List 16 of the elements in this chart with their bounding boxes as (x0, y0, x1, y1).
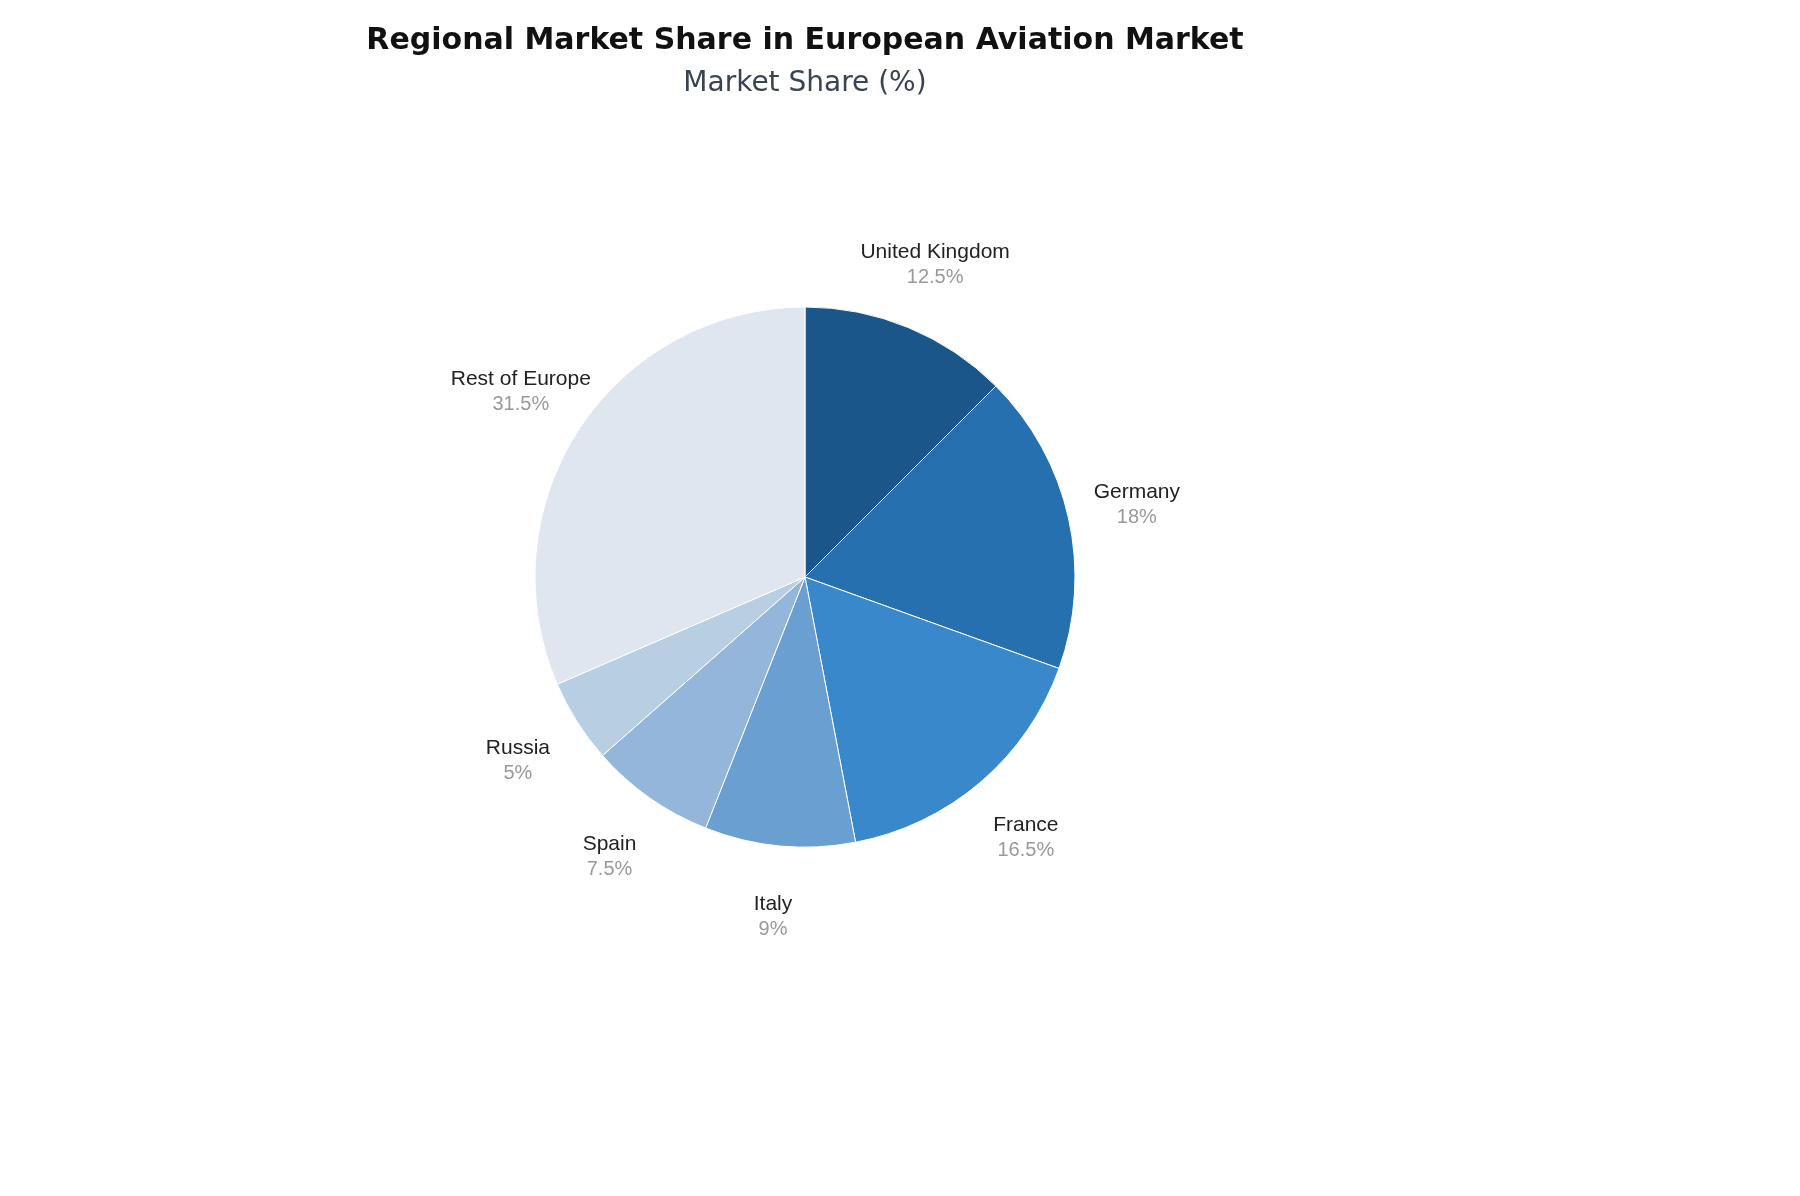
slice-label: Italy (753, 891, 793, 915)
chart-subtitle: Market Share (%) (683, 65, 927, 98)
chart-title: Regional Market Share in European Aviation Market (366, 21, 1244, 56)
slice-label: Germany (1093, 478, 1181, 502)
slice-label: France (993, 811, 1059, 835)
data-label: 16.5% (997, 837, 1055, 860)
slice-label: Spain (582, 831, 637, 855)
slice-label: United Kingdom (860, 238, 1010, 262)
data-label: 18% (1116, 504, 1158, 527)
data-label: 12.5% (906, 264, 964, 287)
slice-label: Rest of Europe (450, 366, 591, 390)
data-label: 31.5% (492, 392, 550, 415)
slice-label: Russia (485, 735, 551, 759)
data-label: 9% (758, 917, 788, 940)
data-label: 7.5% (586, 857, 633, 880)
data-label: 5% (503, 761, 533, 784)
